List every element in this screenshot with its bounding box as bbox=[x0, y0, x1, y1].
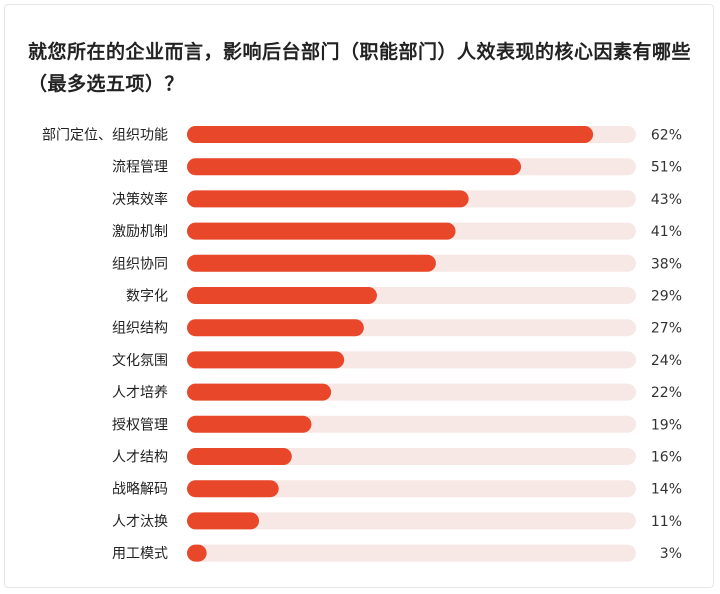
value-label: 19% bbox=[651, 417, 682, 433]
category-label: 人才培养 bbox=[112, 385, 168, 401]
bar bbox=[187, 158, 522, 176]
category-label: 数字化 bbox=[126, 289, 168, 305]
category-label: 战略解码 bbox=[112, 482, 168, 498]
bar bbox=[187, 287, 377, 304]
bar-track bbox=[187, 448, 636, 465]
category-label: 流程管理 bbox=[112, 160, 168, 176]
bar-row: 用工模式 3% bbox=[112, 544, 682, 562]
category-label: 授权管理 bbox=[112, 417, 168, 433]
bar-row: 部门定位、组织功能 62% bbox=[42, 126, 682, 144]
bar-row: 授权管理 19% bbox=[112, 415, 682, 433]
bar bbox=[187, 351, 345, 369]
bar-row: 人才结构 16% bbox=[112, 448, 682, 466]
bar bbox=[187, 319, 364, 337]
category-label: 人才汰换 bbox=[112, 513, 168, 530]
bar-row: 战略解码 14% bbox=[112, 480, 682, 498]
bar bbox=[187, 190, 469, 208]
value-label: 51% bbox=[651, 160, 682, 176]
chart-title: 就您所在的企业而言，影响后台部门（职能部门）人效表现的核心因素有哪些（最多选五项… bbox=[28, 41, 692, 95]
value-label: 22% bbox=[651, 385, 682, 401]
bar bbox=[187, 415, 312, 433]
bar bbox=[187, 254, 436, 272]
bar-row: 流程管理 51% bbox=[112, 158, 682, 176]
bar bbox=[187, 480, 279, 498]
bar bbox=[187, 448, 292, 465]
value-label: 27% bbox=[651, 321, 682, 337]
value-label: 38% bbox=[651, 256, 682, 272]
category-label: 激励机制 bbox=[112, 223, 168, 240]
bar-track bbox=[187, 544, 636, 562]
value-label: 41% bbox=[651, 224, 682, 240]
bar bbox=[187, 383, 332, 401]
bar-track bbox=[187, 512, 636, 530]
bar bbox=[187, 544, 207, 562]
category-label: 人才结构 bbox=[112, 450, 168, 466]
bar-row: 组织协同 38% bbox=[112, 254, 682, 272]
value-label: 11% bbox=[651, 514, 682, 530]
value-label: 14% bbox=[651, 482, 682, 498]
value-label: 16% bbox=[651, 450, 682, 466]
category-label: 用工模式 bbox=[112, 546, 168, 562]
value-label: 62% bbox=[651, 128, 682, 144]
bar-row: 激励机制 41% bbox=[112, 222, 682, 240]
category-label: 组织结构 bbox=[112, 321, 168, 337]
bar-row: 文化氛围 24% bbox=[112, 351, 682, 369]
bar bbox=[187, 512, 260, 530]
chart-frame bbox=[4, 4, 714, 588]
bar-row: 人才汰换 11% bbox=[112, 512, 682, 530]
category-label: 组织协同 bbox=[112, 256, 168, 272]
value-label: 29% bbox=[651, 289, 682, 305]
bar bbox=[187, 126, 594, 143]
category-label: 决策效率 bbox=[112, 191, 168, 208]
bar-row: 决策效率 43% bbox=[112, 190, 682, 208]
bar-row: 人才培养 22% bbox=[112, 383, 682, 401]
value-label: 24% bbox=[651, 353, 682, 369]
category-label: 部门定位、组织功能 bbox=[42, 128, 168, 144]
category-label: 文化氛围 bbox=[112, 353, 168, 369]
value-label: 3% bbox=[660, 546, 682, 562]
value-label: 43% bbox=[651, 192, 682, 208]
bar-row: 数字化 29% bbox=[126, 287, 682, 305]
bar-row: 组织结构 27% bbox=[112, 319, 682, 337]
bar bbox=[187, 222, 456, 240]
bar-track bbox=[187, 480, 636, 498]
